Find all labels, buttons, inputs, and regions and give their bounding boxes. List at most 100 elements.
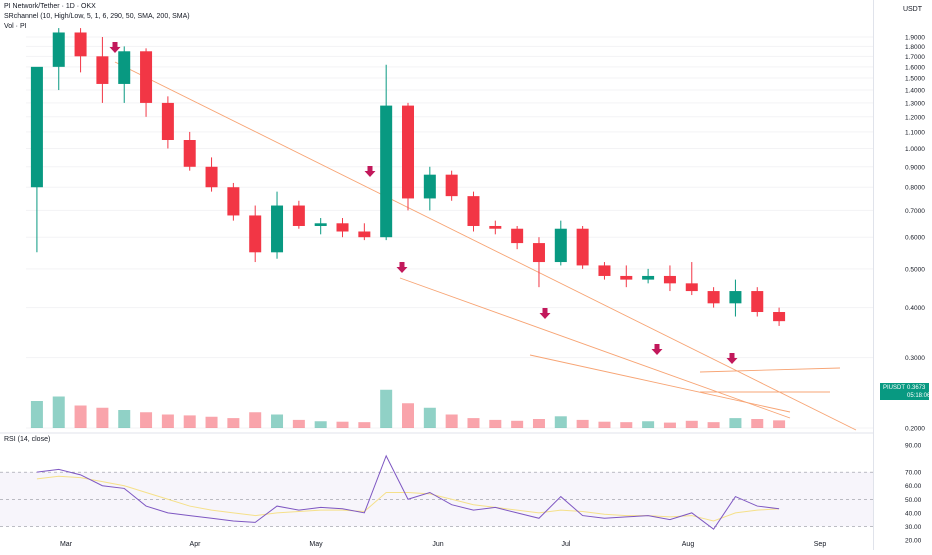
sell-marker: [539, 308, 551, 319]
volume-bar: [685, 420, 698, 428]
volume-bar: [52, 396, 65, 428]
indicator-label[interactable]: SRchannel (10, High/Low, 5, 1, 6, 290, 5…: [4, 13, 190, 20]
volume-bar: [511, 420, 524, 428]
rsi-tick-label: 60.00: [905, 483, 922, 490]
candle-body: [74, 32, 87, 57]
candle-body: [358, 231, 371, 238]
volume-label[interactable]: Vol · PI: [4, 23, 27, 30]
sell-marker: [396, 262, 408, 273]
rsi-tick-label: 70.00: [905, 470, 922, 477]
rsi-lines: [36, 454, 780, 530]
trendlines: [114, 61, 857, 431]
price-tick-label: 1.8000: [905, 44, 925, 51]
candle-body: [314, 223, 327, 226]
volume-bar: [292, 419, 305, 428]
candle-body: [380, 105, 393, 238]
candles: [30, 28, 786, 326]
rsi-tick-label: 90.00: [905, 443, 922, 450]
volume-bar: [445, 414, 458, 428]
candle-body: [642, 275, 655, 280]
volume-bar: [576, 419, 589, 428]
rsi-line: [36, 454, 780, 530]
price-axis[interactable]: 1.9000 1.8000 1.7000 1.6000 1.5000 1.4000 1.30…: [905, 35, 925, 433]
candle-body: [271, 205, 284, 253]
rsi-tick-label: 30.00: [905, 524, 922, 531]
volume-bar: [96, 407, 109, 428]
candle-body: [751, 291, 764, 313]
trendline: [529, 354, 791, 413]
volume-bar: [423, 407, 436, 428]
candle-body: [118, 51, 131, 84]
time-tick-label: Mar: [60, 541, 73, 548]
volume-bar: [489, 419, 502, 428]
chart-title[interactable]: PI Network/Tether · 1D · OKX: [4, 3, 96, 10]
volume-bar: [773, 420, 786, 428]
volume-bar: [183, 415, 196, 428]
volume-bar: [118, 410, 131, 428]
price-tag-symbol: PIUSDT: [883, 385, 906, 391]
volume-bar: [707, 422, 720, 428]
time-tick-label: Sep: [814, 541, 827, 548]
rsi-axis[interactable]: 90.00 70.00 60.00 50.00 40.00 30.00 20.00: [905, 443, 922, 545]
volume-bar: [401, 403, 415, 428]
volume-bar: [249, 412, 262, 428]
candle-body: [140, 51, 153, 103]
time-tick-label: Apr: [190, 541, 202, 548]
volume-bar: [161, 414, 174, 428]
price-tick-label: 1.2000: [905, 114, 925, 121]
volume-bar: [358, 422, 371, 428]
price-tick-label: 1.0000: [905, 146, 925, 153]
rsi-tick-label: 20.00: [905, 538, 922, 545]
volume-bar: [314, 421, 327, 428]
volume-bar: [227, 418, 240, 428]
price-tick-label: 1.4000: [905, 88, 925, 95]
currency-unit: USDT: [902, 6, 922, 13]
top-markers: [109, 42, 738, 364]
candle-body: [663, 275, 676, 284]
price-tick-label: 1.6000: [905, 64, 925, 71]
price-tick-label: 0.5000: [905, 266, 925, 273]
candle-body: [576, 228, 589, 266]
volume-bar: [532, 419, 545, 428]
volume-bar: [271, 414, 284, 428]
price-tag-price: 0.3673: [907, 385, 926, 391]
sell-marker: [109, 42, 121, 53]
volume-bar: [751, 419, 764, 428]
time-axis[interactable]: Mar Apr May Jun Jul Aug Sep: [60, 0, 874, 550]
candle-body: [554, 228, 567, 263]
price-tick-label: 0.7000: [905, 208, 925, 215]
candle-body: [401, 105, 415, 199]
trendline: [399, 277, 791, 419]
candle-body: [511, 228, 524, 244]
candle-body: [729, 291, 742, 304]
price-tick-label: 1.9000: [905, 35, 925, 42]
volume-bar: [729, 418, 742, 428]
price-tick-label: 0.8000: [905, 185, 925, 192]
candle-body: [161, 102, 174, 141]
price-tick-label: 0.4000: [905, 305, 925, 312]
rsi-label[interactable]: RSI (14, close): [4, 436, 51, 443]
candle-body: [96, 56, 109, 84]
time-tick-label: Aug: [682, 541, 695, 548]
volume-bar: [554, 416, 567, 428]
volume-bar: [620, 422, 633, 428]
candle-body: [423, 174, 436, 199]
price-tick-label: 0.2000: [905, 426, 925, 433]
last-price-tag: PIUSDT 0.3673 05:18:06: [880, 383, 931, 400]
volume-bar: [74, 405, 87, 428]
price-tag-countdown: 05:18:06: [907, 393, 931, 399]
time-tick-label: May: [309, 541, 323, 548]
price-tick-label: 1.7000: [905, 54, 925, 61]
candle-body: [685, 283, 698, 292]
candle-body: [336, 223, 349, 232]
rsi-tick-label: 50.00: [905, 497, 922, 504]
volume-bar: [30, 401, 43, 428]
price-grid: [26, 36, 873, 429]
candle-body: [292, 205, 305, 226]
price-tick-label: 1.5000: [905, 76, 925, 83]
time-tick-label: Jun: [432, 541, 443, 548]
volume-bar: [380, 389, 393, 428]
price-tick-label: 0.3000: [905, 355, 925, 362]
